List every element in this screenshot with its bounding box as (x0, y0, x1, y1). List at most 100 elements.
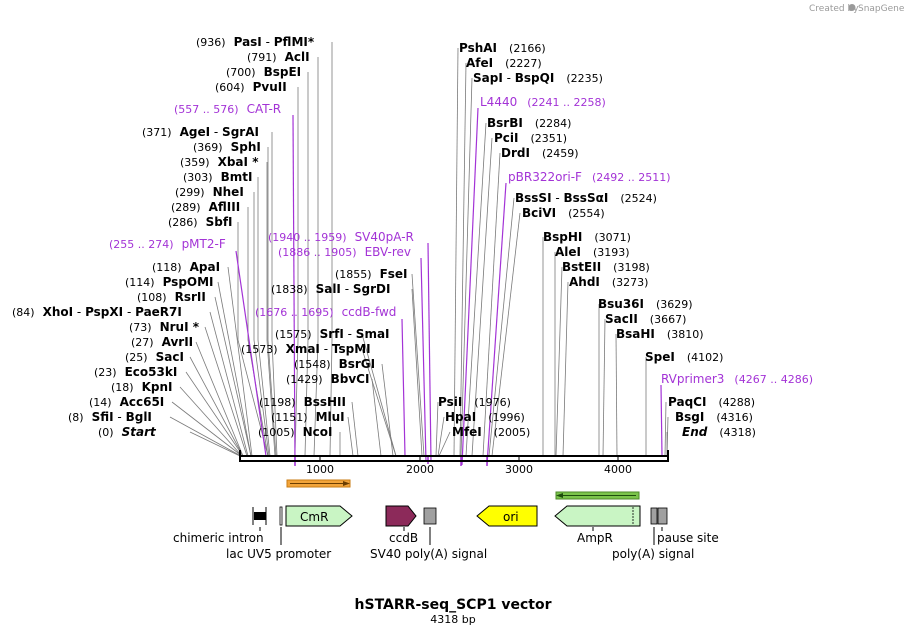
chimeric-intron-feature (252, 507, 267, 531)
svg-text:(936)PasI - PflMI*: (936) PasI - PflMI* (196, 35, 315, 49)
svg-text:DrdI(2459): DrdI (2459) (501, 146, 579, 160)
right-leader-lines (435, 47, 669, 457)
svg-text:CmR: CmR (300, 510, 328, 524)
svg-text:(1940 .. 1959)SV40pA-R: (1940 .. 1959) SV40pA-R (268, 230, 414, 244)
svg-text:BssSI - BssSαI(2524): BssSI - BssSαI (2524) (515, 191, 657, 205)
primer-leader-lines (235, 107, 663, 466)
svg-text:(1575)SrfI - SmaI: (1575) SrfI - SmaI (275, 327, 390, 341)
svg-text:(289)AflIII: (289) AflIII (171, 200, 240, 214)
svg-text:AleI(3193): AleI (3193) (555, 245, 630, 259)
svg-text:(255 .. 274)pMT2-F: (255 .. 274) pMT2-F (109, 237, 226, 251)
svg-text:(18)KpnI: (18) KpnI (111, 380, 173, 394)
svg-text:RVprimer3(4267 .. 4286): RVprimer3 (4267 .. 4286) (661, 372, 813, 386)
pause-site-feature (657, 507, 668, 531)
svg-text:(371)AgeI - SgrAI: (371) AgeI - SgrAI (142, 125, 259, 139)
enzyme-labels-left: (936) PasI - PflMI* (791) AclI (700) BspEI … (12, 35, 315, 439)
enzyme-labels-mid: (1855) FseI (1838) SalI - SgrDI (1575) SrfI… (241, 267, 408, 439)
svg-text:(1548)BsrGI: (1548) BsrGI (294, 357, 375, 371)
svg-text:(118)ApaI: (118) ApaI (152, 260, 220, 274)
svg-text:pBR322ori-F(2492 .. 2511): pBR322ori-F (2492 .. 2511) (508, 170, 671, 184)
svg-text:(27)AvrII: (27) AvrII (131, 335, 193, 349)
svg-text:(114)PspOMI: (114) PspOMI (125, 275, 214, 289)
ruler-label-3000: 3000 (505, 463, 533, 476)
polya-feature (650, 507, 658, 545)
svg-text:(1198)BssHII: (1198) BssHII (259, 395, 346, 409)
svg-text:AhdI(3273): AhdI (3273) (569, 275, 648, 289)
svg-text:lac UV5 promoter: lac UV5 promoter (226, 547, 331, 561)
svg-text:SV40 poly(A) signal: SV40 poly(A) signal (370, 547, 487, 561)
svg-text:(1005)NcoI: (1005) NcoI (258, 425, 332, 439)
svg-text:L4440(2241 .. 2258): L4440 (2241 .. 2258) (480, 95, 606, 109)
ruler: 1000 2000 3000 4000 (306, 457, 632, 476)
svg-text:BsaHI(3810): BsaHI (3810) (616, 327, 703, 341)
ccdb-feature (385, 505, 417, 531)
left-leader-lines (169, 42, 333, 457)
svg-text:PciI(2351): PciI (2351) (494, 131, 567, 145)
svg-text:BspHI(3071): BspHI (3071) (543, 230, 631, 244)
svg-text:ori: ori (503, 510, 519, 524)
sequence-backbone (239, 450, 669, 462)
svg-text:(1886 .. 1905)EBV-rev: (1886 .. 1905) EBV-rev (278, 245, 411, 259)
svg-text:(557 .. 576)CAT-R: (557 .. 576) CAT-R (174, 102, 281, 116)
svg-text:(604)PvuII: (604) PvuII (215, 80, 287, 94)
primer-labels: (557 .. 576) CAT-R (255 .. 274) pMT2-F (19… (109, 95, 813, 386)
svg-text:PsiI(1976): PsiI (1976) (438, 395, 511, 409)
svg-text:(791)AclI: (791) AclI (247, 50, 310, 64)
svg-text:SpeI(4102): SpeI (4102) (645, 350, 723, 364)
ruler-label-4000: 4000 (604, 463, 632, 476)
sv40-feature (423, 507, 437, 545)
svg-text:PshAI(2166): PshAI (2166) (459, 41, 546, 55)
snapgene-logo-icon (848, 4, 856, 11)
svg-text:(369)SphI: (369) SphI (193, 140, 261, 154)
svg-text:(14)Acc65I: (14) Acc65I (89, 395, 164, 409)
svg-text:BsgI(4316): BsgI (4316) (675, 410, 753, 424)
svg-text:PaqCI(4288): PaqCI (4288) (668, 395, 755, 409)
svg-text:ccdB: ccdB (389, 531, 418, 545)
lac-uv5-feature (279, 506, 283, 545)
svg-text:(23)Eco53kI: (23) Eco53kI (94, 365, 177, 379)
svg-text:(84)XhoI - PspXI - PaeR7I: (84) XhoI - PspXI - PaeR7I (12, 305, 182, 319)
credit-text: Created by (809, 4, 859, 14)
ori-feature: ori (476, 505, 538, 527)
svg-text:BsrBI(2284): BsrBI (2284) (487, 116, 571, 130)
svg-text:AfeI(2227): AfeI (2227) (466, 56, 542, 70)
svg-text:(1429)BbvCI: (1429) BbvCI (286, 372, 369, 386)
svg-text:(1573)XmaI - TspMI: (1573) XmaI - TspMI (241, 342, 371, 356)
svg-text:pause site: pause site (657, 531, 719, 545)
map-title: hSTARR-seq_SCP1 vector (355, 597, 552, 613)
svg-text:HpaI(1996): HpaI (1996) (445, 410, 525, 424)
ruler-label-2000: 2000 (406, 463, 434, 476)
svg-text:(359)XbaI *: (359) XbaI * (180, 155, 259, 169)
svg-text:(1855)FseI: (1855) FseI (335, 267, 408, 281)
svg-text:(73)NruI *: (73) NruI * (129, 320, 200, 334)
svg-text:(1151)MluI: (1151) MluI (271, 410, 345, 424)
svg-text:SacII(3667): SacII (3667) (605, 312, 686, 326)
svg-text:BstEII(3198): BstEII (3198) (562, 260, 650, 274)
svg-text:(25)SacI: (25) SacI (125, 350, 184, 364)
mid-leader-lines (339, 273, 425, 457)
features: CmR ori (252, 505, 668, 545)
svg-text:(299)NheI: (299) NheI (175, 185, 244, 199)
svg-text:poly(A) signal: poly(A) signal (612, 547, 694, 561)
svg-text:(286)SbfI: (286) SbfI (168, 215, 233, 229)
svg-text:(8)SfiI - BglI: (8) SfiI - BglI (68, 410, 152, 424)
svg-text:(700)BspEI: (700) BspEI (226, 65, 301, 79)
svg-text:(0)Start: (0) Start (98, 425, 157, 439)
svg-text:(303)BmtI: (303) BmtI (183, 170, 252, 184)
svg-text:chimeric intron: chimeric intron (173, 531, 264, 545)
highlight-bars (286, 479, 640, 500)
brand-text: SnapGene (858, 4, 905, 14)
svg-text:(108)RsrII: (108) RsrII (137, 290, 206, 304)
enzyme-labels-right: PshAI (2166) AfeI (2227) SapI - BspQI (2235… (438, 41, 756, 439)
svg-text:BciVI(2554): BciVI (2554) (522, 206, 605, 220)
svg-text:(1838)SalI - SgrDI: (1838) SalI - SgrDI (271, 282, 390, 296)
svg-text:(1676 .. 1695)ccdB-fwd: (1676 .. 1695) ccdB-fwd (255, 305, 396, 319)
ruler-label-1000: 1000 (306, 463, 334, 476)
svg-text:AmpR: AmpR (577, 531, 613, 545)
svg-text:Bsu36I(3629): Bsu36I (3629) (598, 297, 693, 311)
cmr-feature: CmR (285, 505, 353, 527)
feature-labels: chimeric intron lac UV5 promoter ccdB SV… (173, 531, 719, 561)
map-length: 4318 bp (430, 613, 475, 626)
svg-text:SapI - BspQI(2235): SapI - BspQI (2235) (473, 71, 603, 85)
